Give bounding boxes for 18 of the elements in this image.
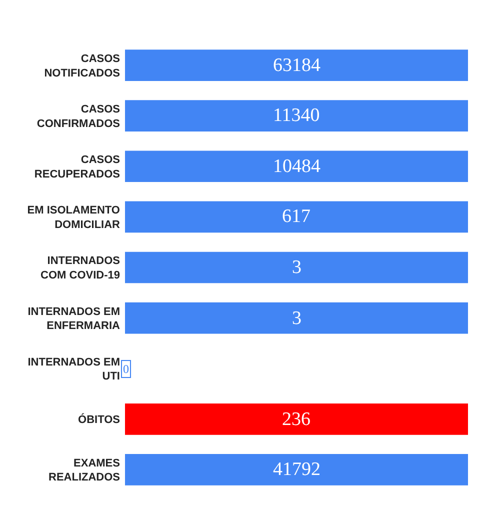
category-label: CASOS RECUPERADOS [34, 154, 120, 180]
category-label: EM ISOLAMENTO DOMICILIAR [27, 204, 120, 231]
category-label: CASOS NOTIFICADOS [44, 52, 120, 80]
data-label: 11340 [273, 105, 320, 126]
data-label: 3 [292, 257, 302, 278]
category-label: EXAMES REALIZADOS [48, 457, 120, 484]
data-label: 617 [282, 206, 310, 227]
data-label: 0 [123, 362, 129, 376]
category-label: INTERNADOS EM UTI [28, 356, 120, 383]
data-label: 10484 [273, 156, 321, 177]
data-label: 236 [282, 409, 310, 430]
data-label: 41792 [273, 459, 320, 480]
data-label: 3 [292, 308, 302, 329]
category-label: CASOS CONFIRMADOS [36, 104, 120, 130]
category-label: INTERNADOS EM ENFERMARIA [28, 306, 120, 332]
data-label: 63184 [273, 55, 321, 76]
category-label: ÓBITOS [78, 413, 120, 426]
category-label: INTERNADOS COM COVID-19 [40, 255, 120, 282]
